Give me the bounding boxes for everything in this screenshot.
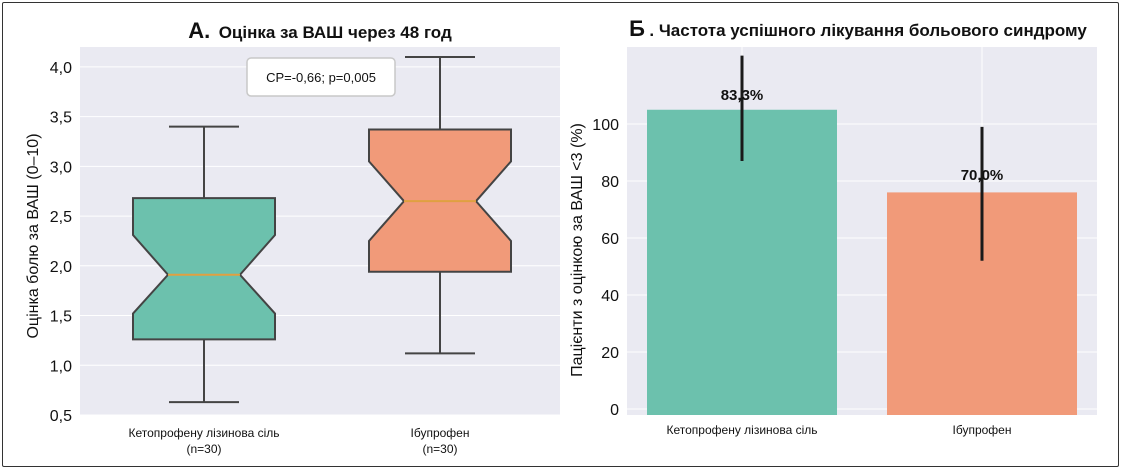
- chart-title-b: Б . Частота успішного лікування больовог…: [629, 16, 1087, 41]
- y-tick-label: 60: [601, 231, 619, 248]
- y-tick-label: 0,5: [50, 408, 72, 425]
- stat-annotation-box: [246, 57, 396, 97]
- y-tick-label: 20: [601, 345, 619, 362]
- y-tick-label: 3,5: [50, 110, 72, 127]
- y-tick-label: 2,0: [50, 259, 72, 276]
- y-tick-label: 4,0: [50, 60, 72, 77]
- x-tick-label: Кетопрофену лізинова сіль: [667, 423, 818, 437]
- y-tick-label: 3,0: [50, 159, 72, 176]
- y-tick-label: 40: [601, 288, 619, 305]
- y-axis-label-a: Оцінка болю за ВАШ (0–10): [25, 133, 42, 338]
- y-tick-label: 80: [601, 174, 619, 191]
- y-axis-label-b: Пацієнти з оцінкою за ВАШ <3 (%): [569, 123, 586, 377]
- y-tick-label: 100: [592, 117, 619, 134]
- chart-title-a: А. Оцінка за ВАШ через 48 год: [188, 18, 452, 43]
- x-tick-label: Ібупрофен: [411, 426, 470, 440]
- panel-b: 0 20 40 60 80 100 83,3% Кетопрофену лізинова с…: [569, 16, 1097, 437]
- data-label: 70,0%: [961, 167, 1004, 184]
- x-tick-label: Ібупрофен: [953, 423, 1012, 437]
- y-tick-label: 1,0: [50, 358, 72, 375]
- stat-annotation: СР=-0,66; p=0,005: [266, 70, 376, 85]
- y-tick-label: 0: [610, 402, 619, 419]
- x-tick-label: Кетопрофену лізинова сіль: [129, 426, 280, 440]
- x-tick-label-n: (n=30): [186, 442, 221, 456]
- box-1: [132, 197, 276, 341]
- data-label: 83,3%: [721, 87, 764, 104]
- panel-a: 0,5 1,0 1,5 2,0 2,5 3,0 3,5 4,0 Кетопрофену ліз…: [25, 18, 560, 456]
- x-tick-label-n: (n=30): [422, 442, 457, 456]
- y-tick-label: 2,5: [50, 209, 72, 226]
- y-tick-label: 1,5: [50, 309, 72, 326]
